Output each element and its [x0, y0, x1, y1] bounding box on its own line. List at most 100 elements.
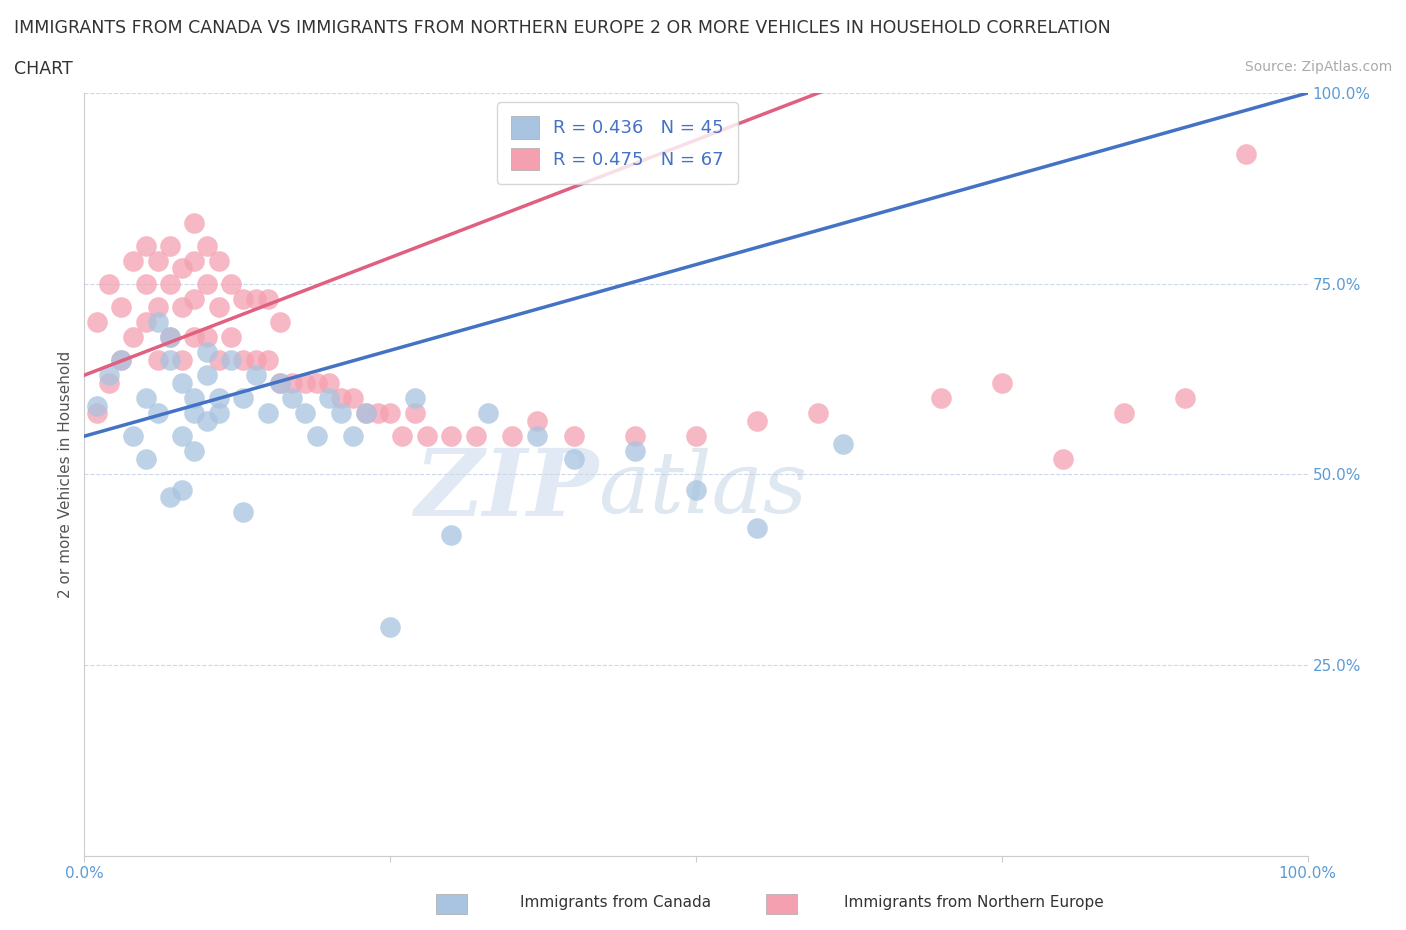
Text: IMMIGRANTS FROM CANADA VS IMMIGRANTS FROM NORTHERN EUROPE 2 OR MORE VEHICLES IN : IMMIGRANTS FROM CANADA VS IMMIGRANTS FRO… [14, 19, 1111, 36]
Point [929, 391, 952, 405]
Point [747, 414, 769, 429]
Point [172, 261, 194, 276]
Point [562, 429, 585, 444]
Point [159, 329, 181, 344]
Point [86, 405, 108, 420]
Point [269, 376, 291, 391]
Point [747, 520, 769, 535]
Point [318, 376, 340, 391]
Point [1236, 147, 1258, 162]
Point [135, 238, 157, 253]
Point [146, 299, 169, 314]
Point [208, 405, 231, 420]
Point [135, 314, 157, 329]
Point [624, 444, 647, 458]
Point [122, 329, 145, 344]
Point [172, 299, 194, 314]
Point [172, 376, 194, 391]
Point [110, 352, 132, 367]
Point [305, 429, 328, 444]
Point [257, 352, 280, 367]
Point [232, 291, 254, 306]
Text: Source: ZipAtlas.com: Source: ZipAtlas.com [1244, 60, 1392, 74]
Point [404, 391, 426, 405]
Point [195, 276, 218, 291]
Point [146, 253, 169, 268]
Point [562, 452, 585, 467]
Point [232, 505, 254, 520]
Point [195, 238, 218, 253]
Point [146, 314, 169, 329]
Point [172, 352, 194, 367]
Point [685, 429, 707, 444]
Point [416, 429, 439, 444]
Point [991, 376, 1014, 391]
Legend: R = 0.436   N = 45, R = 0.475   N = 67: R = 0.436 N = 45, R = 0.475 N = 67 [498, 102, 738, 184]
Point [232, 391, 254, 405]
Point [183, 253, 205, 268]
Point [526, 414, 548, 429]
Point [219, 329, 242, 344]
Point [477, 405, 499, 420]
Text: atlas: atlas [598, 448, 807, 531]
Point [195, 329, 218, 344]
Point [685, 482, 707, 497]
Point [97, 376, 120, 391]
Text: Immigrants from Northern Europe: Immigrants from Northern Europe [844, 895, 1104, 910]
Point [624, 429, 647, 444]
Point [195, 414, 218, 429]
Point [342, 429, 364, 444]
Point [183, 215, 205, 230]
Point [245, 352, 267, 367]
Point [172, 429, 194, 444]
Point [1052, 452, 1074, 467]
Point [380, 619, 402, 634]
Point [257, 405, 280, 420]
Point [135, 452, 157, 467]
Point [440, 429, 463, 444]
Point [110, 299, 132, 314]
Point [440, 528, 463, 543]
Point [97, 276, 120, 291]
Point [183, 391, 205, 405]
Point [380, 405, 402, 420]
Point [208, 391, 231, 405]
Y-axis label: 2 or more Vehicles in Household: 2 or more Vehicles in Household [58, 351, 73, 598]
Point [135, 391, 157, 405]
Point [172, 482, 194, 497]
Point [208, 253, 231, 268]
Point [135, 276, 157, 291]
Point [146, 405, 169, 420]
Point [807, 405, 830, 420]
Point [219, 276, 242, 291]
Point [831, 436, 853, 451]
Point [404, 405, 426, 420]
Point [502, 429, 524, 444]
Point [245, 367, 267, 382]
Point [269, 314, 291, 329]
Point [269, 376, 291, 391]
Point [342, 391, 364, 405]
Point [208, 299, 231, 314]
Point [257, 291, 280, 306]
Point [294, 405, 316, 420]
Point [1174, 391, 1197, 405]
Point [354, 405, 377, 420]
Text: CHART: CHART [14, 60, 73, 78]
Point [97, 367, 120, 382]
Point [208, 352, 231, 367]
Point [183, 444, 205, 458]
Point [146, 352, 169, 367]
Point [159, 490, 181, 505]
Point [281, 376, 304, 391]
Point [122, 253, 145, 268]
Point [330, 391, 353, 405]
Point [354, 405, 377, 420]
Text: Immigrants from Canada: Immigrants from Canada [520, 895, 711, 910]
Point [232, 352, 254, 367]
Point [159, 329, 181, 344]
Point [1114, 405, 1136, 420]
Point [195, 345, 218, 360]
Point [464, 429, 486, 444]
Point [294, 376, 316, 391]
